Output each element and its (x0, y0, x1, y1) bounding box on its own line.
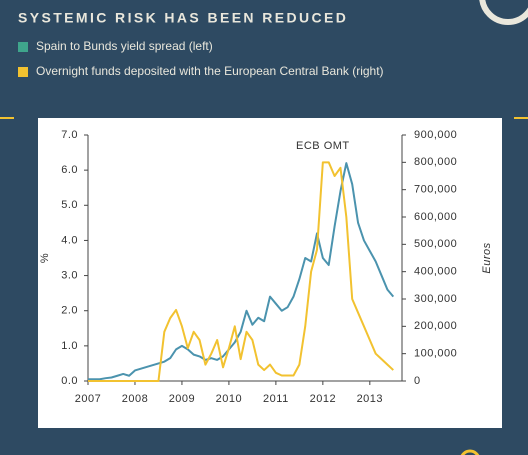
y2-tick-label: 800,000 (414, 156, 457, 168)
x-tick-label: 2013 (357, 393, 383, 405)
y2-tick-label: 400,000 (414, 266, 457, 278)
legend-swatch (18, 42, 28, 52)
decor-circle (479, 0, 528, 25)
annotation: ECB OMT (296, 140, 350, 152)
y2-tick-label: 500,000 (414, 238, 457, 250)
y2-tick-label: 700,000 (414, 184, 457, 196)
y-tick-label: 0.0 (61, 375, 78, 387)
y2-tick-label: 900,000 (414, 129, 457, 141)
y-axis-label: % (39, 253, 51, 263)
y-tick-label: 6.0 (61, 164, 78, 176)
x-tick-label: 2007 (75, 393, 101, 405)
y-tick-label: 1.0 (61, 340, 78, 352)
legend-swatch (18, 67, 28, 77)
series-line (88, 161, 394, 382)
y-tick-label: 4.0 (61, 234, 78, 246)
x-tick-label: 2011 (263, 393, 289, 405)
y2-tick-label: 600,000 (414, 211, 457, 223)
chart-title: SYSTEMIC RISK HAS BEEN REDUCED (18, 10, 348, 26)
y-tick-label: 5.0 (61, 199, 78, 211)
y2-tick-label: 100,000 (414, 348, 457, 360)
x-tick-label: 2012 (310, 393, 336, 405)
y2-tick-label: 200,000 (414, 320, 457, 332)
x-tick-label: 2010 (216, 393, 242, 405)
x-tick-label: 2009 (169, 393, 195, 405)
y2-tick-label: 300,000 (414, 293, 457, 305)
legend: Spain to Bunds yield spread (left) Overni… (18, 39, 384, 78)
decor-circle (460, 449, 480, 455)
y-tick-label: 2.0 (61, 305, 78, 317)
plot: 0.0 1.0 2.0 3.0 4.0 5.0 6.0 7.0 0 100,000 200,000 3… (39, 129, 493, 405)
legend-label: Overnight funds deposited with the Europ… (36, 64, 384, 78)
x-tick-label: 2008 (122, 393, 148, 405)
legend-label: Spain to Bunds yield spread (left) (36, 39, 213, 53)
y-tick-label: 3.0 (61, 269, 78, 281)
y-tick-label: 7.0 (61, 129, 78, 141)
y2-axis-label: Euros (481, 242, 493, 273)
y2-tick-label: 0 (414, 375, 421, 387)
